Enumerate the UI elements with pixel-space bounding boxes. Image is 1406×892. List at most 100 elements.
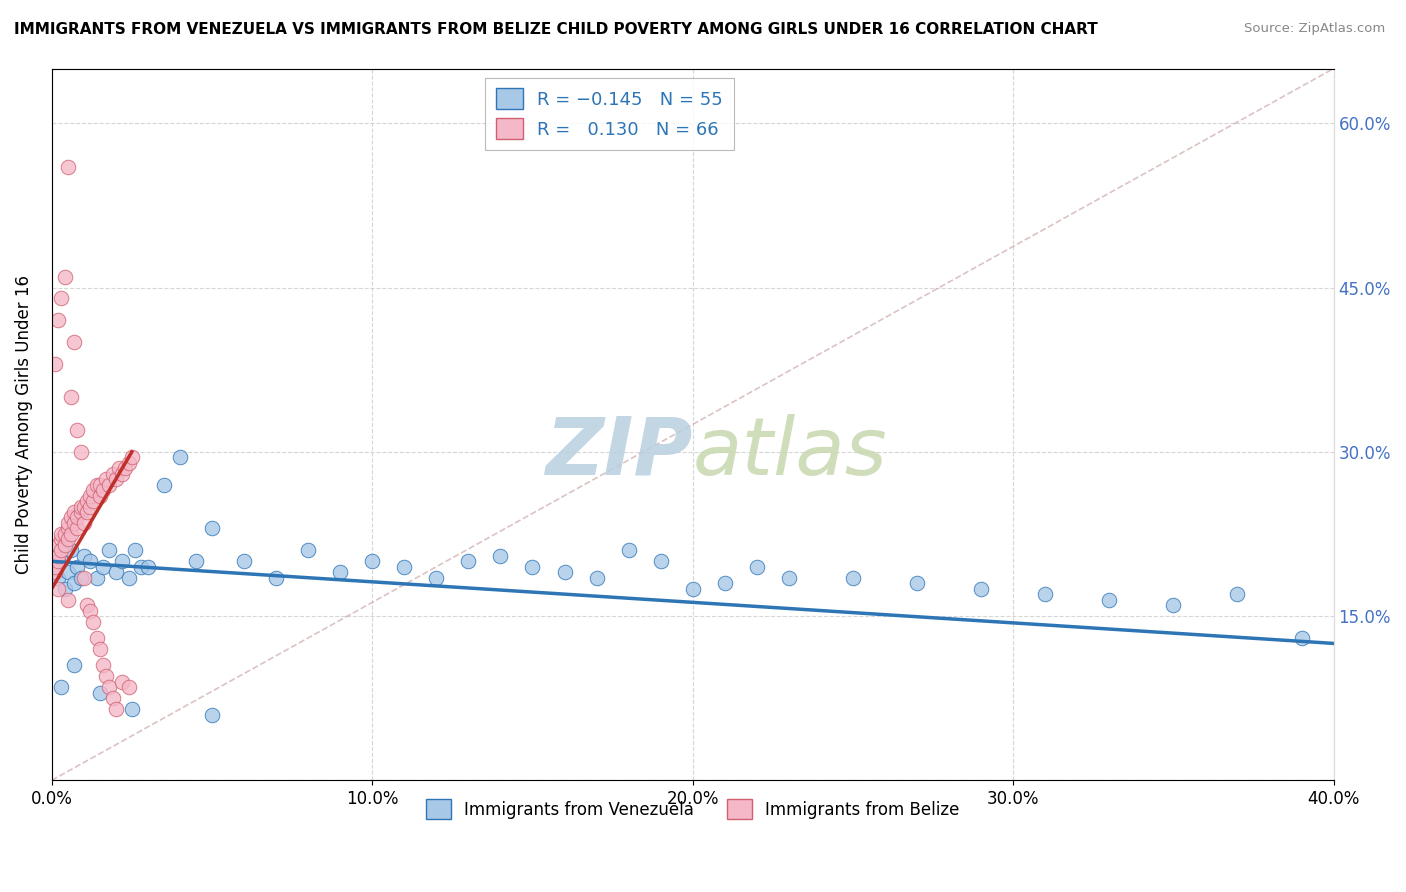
Point [118,571,141,585]
Point [53,269,76,284]
Point [585,571,607,585]
Point [46,571,69,585]
Point [114,461,136,475]
Point [184,554,207,568]
Point [1291,631,1313,645]
Point [329,566,352,580]
Point [121,450,143,465]
Point [76,505,98,519]
Point [124,543,146,558]
Point [617,543,640,558]
Point [44,559,66,574]
Point [394,559,416,574]
Point [108,461,131,475]
Point [264,571,287,585]
Point [96,669,118,683]
Point [121,702,143,716]
Point [66,423,89,437]
Point [297,543,319,558]
Point [56,160,79,174]
Y-axis label: Child Poverty Among Girls Under 16: Child Poverty Among Girls Under 16 [15,275,32,574]
Point [79,500,101,514]
Point [46,538,69,552]
Point [104,702,127,716]
Point [118,456,141,470]
Point [118,680,141,694]
Point [1163,598,1185,612]
Point [233,554,256,568]
Point [46,554,69,568]
Point [53,538,76,552]
Point [682,582,704,596]
Point [82,615,104,629]
Point [56,566,79,580]
Point [91,658,114,673]
Point [91,559,114,574]
Point [86,477,108,491]
Point [89,686,111,700]
Point [63,505,86,519]
Text: ZIP: ZIP [546,414,693,491]
Point [51,533,73,547]
Point [63,516,86,530]
Point [66,521,89,535]
Point [101,691,124,706]
Point [66,559,89,574]
Point [82,494,104,508]
Point [101,467,124,481]
Point [59,543,82,558]
Point [104,472,127,486]
Text: Source: ZipAtlas.com: Source: ZipAtlas.com [1244,22,1385,36]
Point [489,549,512,563]
Point [82,483,104,497]
Text: atlas: atlas [693,414,887,491]
Point [79,554,101,568]
Point [201,707,224,722]
Point [59,390,82,404]
Point [553,566,575,580]
Point [905,576,928,591]
Point [91,483,114,497]
Point [842,571,865,585]
Point [169,450,191,465]
Point [1098,592,1121,607]
Text: IMMIGRANTS FROM VENEZUELA VS IMMIGRANTS FROM BELIZE CHILD POVERTY AMONG GIRLS UN: IMMIGRANTS FROM VENEZUELA VS IMMIGRANTS … [14,22,1098,37]
Point [51,527,73,541]
Point [63,658,86,673]
Point [86,631,108,645]
Point [53,582,76,596]
Point [778,571,800,585]
Point [69,571,91,585]
Point [89,477,111,491]
Point [98,680,121,694]
Point [457,554,479,568]
Point [46,549,69,563]
Point [89,641,111,656]
Legend: Immigrants from Venezuela, Immigrants from Belize: Immigrants from Venezuela, Immigrants fr… [419,793,966,825]
Point [69,444,91,458]
Point [44,357,66,371]
Point [51,680,73,694]
Point [713,576,735,591]
Point [98,477,121,491]
Point [73,516,96,530]
Point [111,467,134,481]
Point [136,559,159,574]
Point [86,571,108,585]
Point [73,500,96,514]
Point [201,521,224,535]
Point [59,510,82,524]
Point [44,566,66,580]
Point [96,472,118,486]
Point [79,603,101,617]
Point [51,292,73,306]
Point [1226,587,1249,601]
Point [76,494,98,508]
Point [98,543,121,558]
Point [46,313,69,327]
Point [63,335,86,350]
Point [69,500,91,514]
Point [66,510,89,524]
Point [361,554,384,568]
Point [104,566,127,580]
